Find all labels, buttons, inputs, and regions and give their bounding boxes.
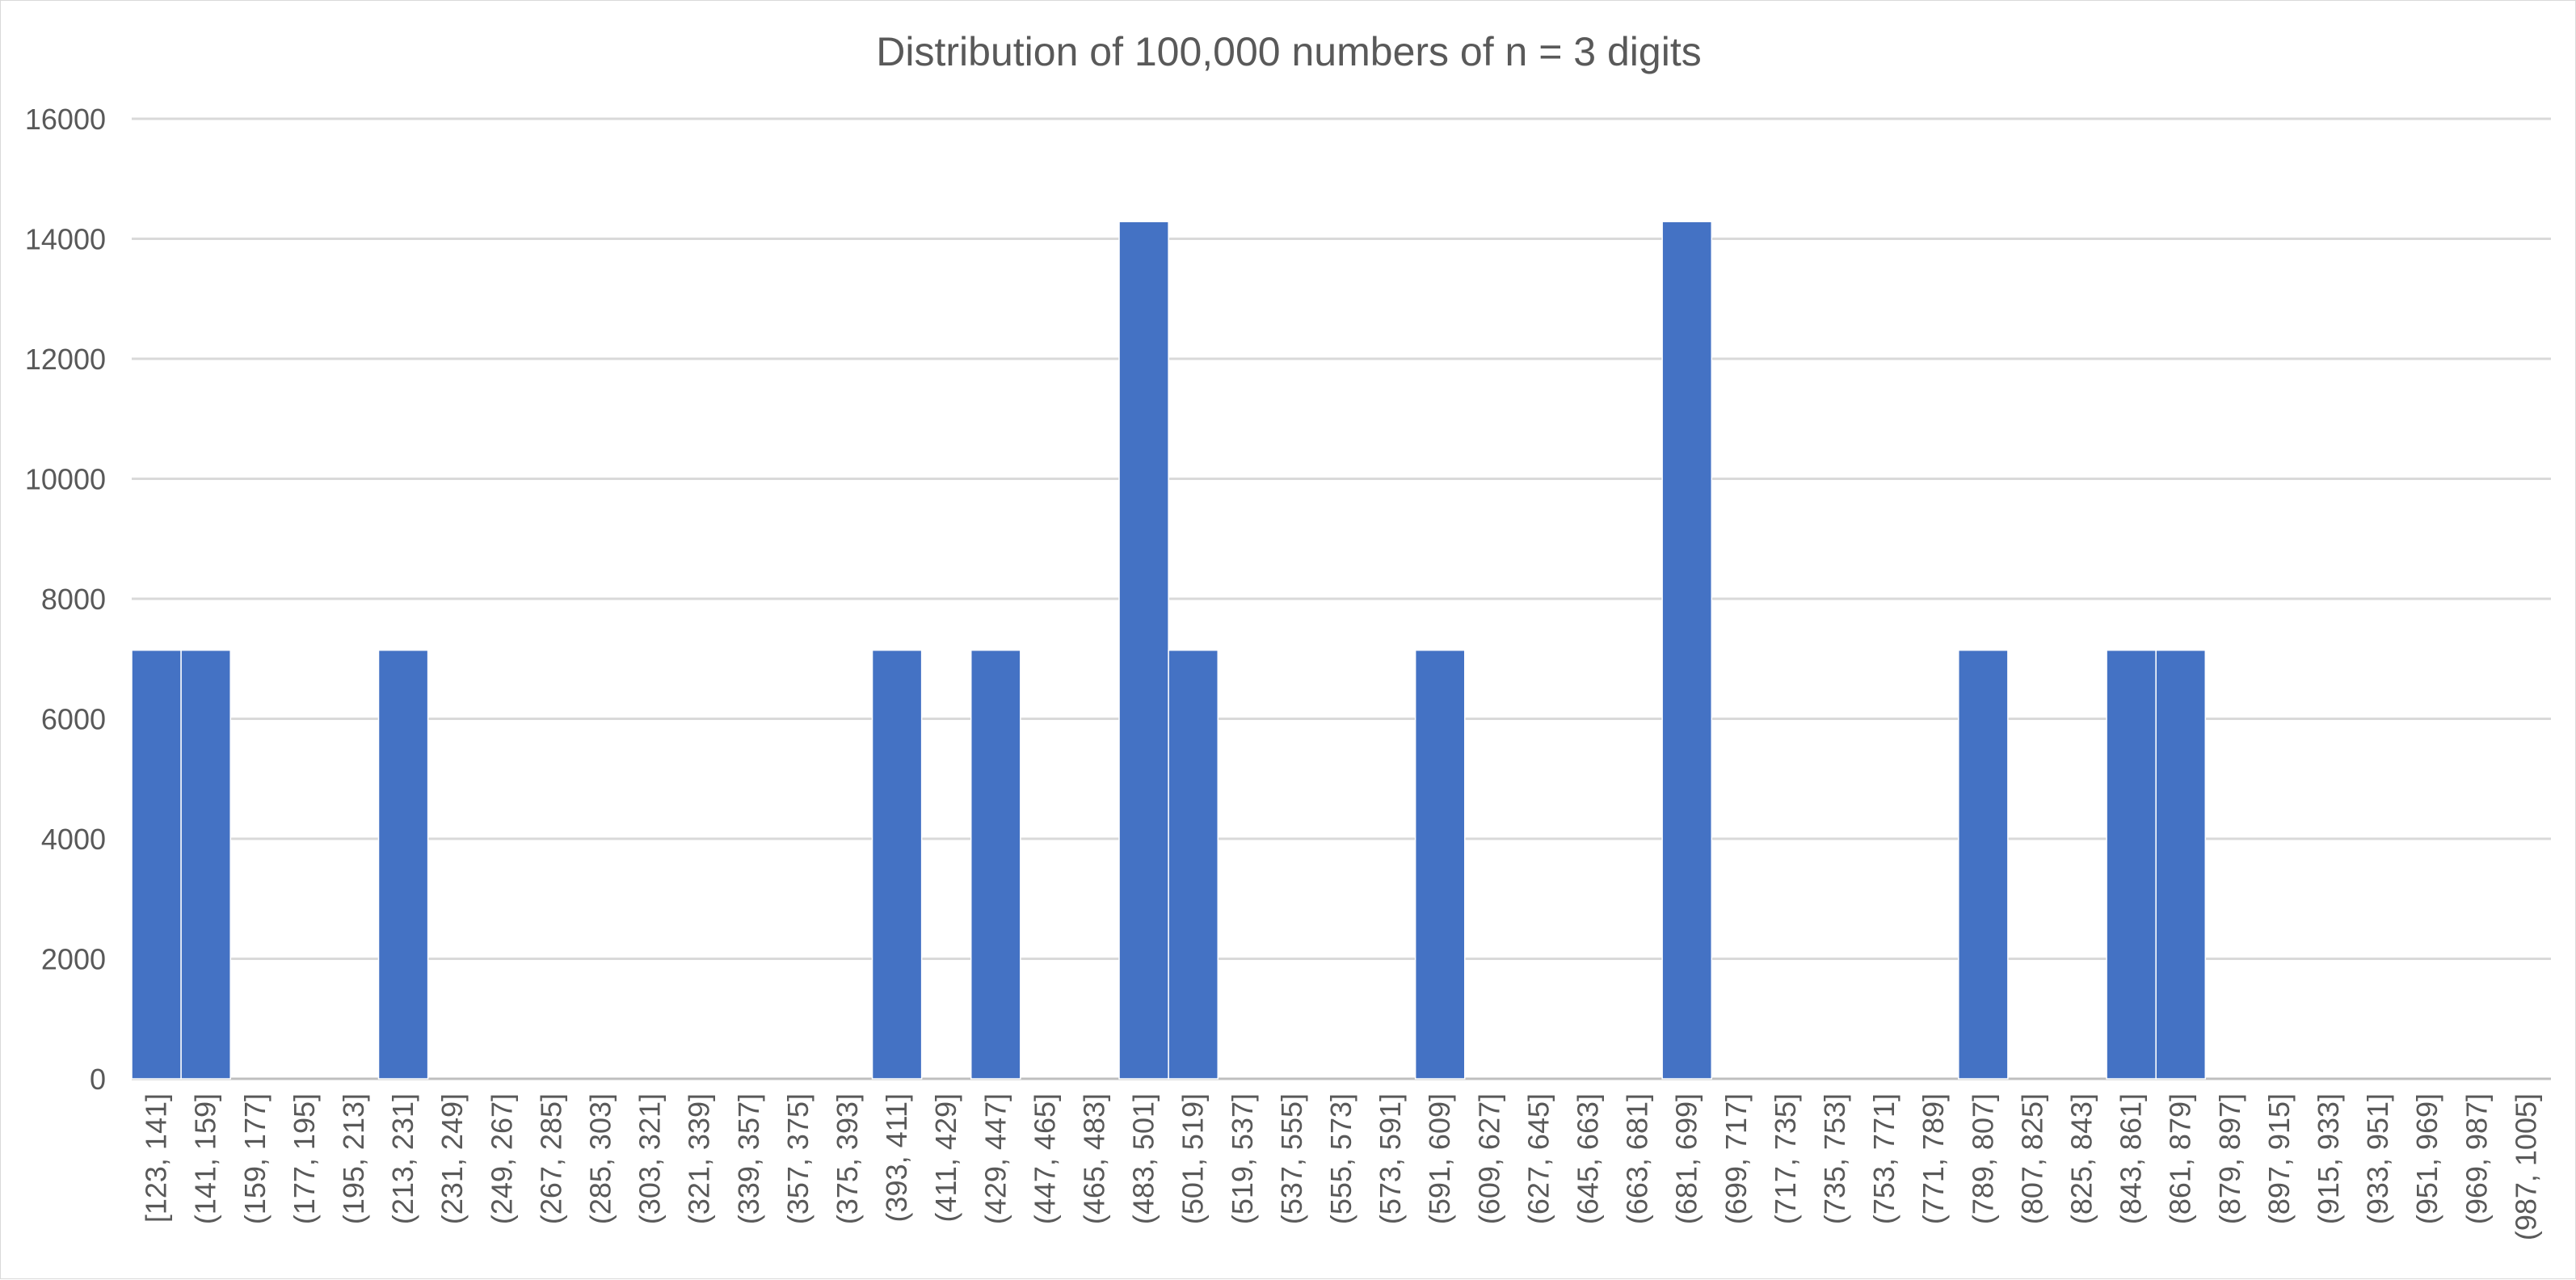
- x-tick-label: (537, 555]: [1275, 1093, 1308, 1224]
- y-tick-label: 14000: [25, 223, 106, 256]
- bar: [970, 649, 1021, 1080]
- x-tick-label: (735, 753]: [1818, 1093, 1851, 1224]
- x-tick-label: (609, 627]: [1472, 1093, 1505, 1224]
- bar: [2106, 649, 2157, 1080]
- x-tick-label: (267, 285]: [534, 1093, 567, 1224]
- x-tick-label: (411, 429]: [929, 1093, 962, 1222]
- y-tick-label: 2000: [41, 943, 106, 976]
- y-axis: 0 2000 4000 6000 8000 10000 12000 14000 16000: [25, 103, 106, 1096]
- x-tick-label: (177, 195]: [288, 1093, 321, 1224]
- x-tick-label: (339, 357]: [732, 1093, 765, 1224]
- x-tick-label: (807, 825]: [2015, 1093, 2048, 1224]
- x-tick-label: [123, 141]: [140, 1093, 173, 1223]
- x-tick-label: (753, 771]: [1867, 1093, 1900, 1224]
- y-tick-label: 4000: [41, 823, 106, 856]
- x-tick-label: (699, 717]: [1719, 1093, 1753, 1224]
- x-tick-label: (879, 897]: [2213, 1093, 2246, 1224]
- chart-title: Distribution of 100,000 numbers of n = 3…: [876, 29, 1701, 74]
- x-tick-label: (483, 501]: [1127, 1093, 1160, 1224]
- bar: [131, 649, 182, 1080]
- x-tick-label: (681, 699]: [1670, 1093, 1703, 1224]
- bar: [1118, 221, 1169, 1080]
- bar: [1958, 649, 2009, 1080]
- x-tick-label: (303, 321]: [633, 1093, 667, 1224]
- y-tick-label: 12000: [25, 343, 106, 376]
- x-tick-label: (771, 789]: [1917, 1093, 1950, 1224]
- x-tick-label: (825, 843]: [2065, 1093, 2098, 1224]
- x-tick-label: (627, 645]: [1522, 1093, 1555, 1224]
- bar: [871, 649, 923, 1080]
- x-tick-label: (519, 537]: [1226, 1093, 1259, 1224]
- x-tick-label: (195, 213]: [337, 1093, 370, 1224]
- x-tick-label: (393, 411]: [880, 1093, 913, 1222]
- x-tick-label: (591, 609]: [1423, 1093, 1456, 1224]
- x-tick-label: (573, 591]: [1374, 1093, 1407, 1224]
- bar: [1414, 649, 1466, 1080]
- x-tick-label: (897, 915]: [2262, 1093, 2296, 1224]
- bar: [180, 649, 231, 1080]
- x-tick-label: (141, 159]: [189, 1093, 222, 1224]
- x-tick-label: (231, 249]: [436, 1093, 469, 1224]
- x-tick-label: (249, 267]: [485, 1093, 518, 1224]
- y-tick-label: 10000: [25, 463, 106, 496]
- bars: [131, 221, 2207, 1080]
- x-axis: [123, 141] (141, 159] (159, 177] (177, 195]…: [140, 1093, 2543, 1240]
- x-tick-label: (357, 375]: [781, 1093, 814, 1224]
- bar: [1661, 221, 1713, 1080]
- x-tick-label: (951, 969]: [2410, 1093, 2443, 1224]
- bar: [2155, 649, 2207, 1080]
- y-tick-label: 8000: [41, 583, 106, 616]
- x-tick-label: (789, 807]: [1966, 1093, 1999, 1224]
- x-tick-label: (159, 177]: [238, 1093, 271, 1224]
- x-tick-label: (717, 735]: [1769, 1093, 1802, 1224]
- x-tick-label: (465, 483]: [1077, 1093, 1110, 1224]
- x-tick-label: (429, 447]: [979, 1093, 1012, 1224]
- x-tick-label: (645, 663]: [1572, 1093, 1605, 1224]
- x-tick-label: (375, 393]: [831, 1093, 864, 1224]
- y-tick-label: 6000: [41, 703, 106, 736]
- x-tick-label: (987, 1005]: [2509, 1093, 2542, 1240]
- y-tick-label: 16000: [25, 103, 106, 136]
- x-tick-label: (915, 933]: [2312, 1093, 2345, 1224]
- y-tick-label: 0: [90, 1063, 106, 1096]
- bar: [377, 649, 429, 1080]
- x-tick-label: (663, 681]: [1621, 1093, 1654, 1224]
- x-tick-label: (447, 465]: [1028, 1093, 1061, 1224]
- x-tick-label: (861, 879]: [2164, 1093, 2197, 1224]
- x-tick-label: (555, 573]: [1324, 1093, 1357, 1224]
- x-tick-label: (285, 303]: [583, 1093, 617, 1224]
- x-tick-label: (843, 861]: [2115, 1093, 2148, 1224]
- x-tick-label: (969, 987]: [2460, 1093, 2493, 1224]
- gridlines: [132, 117, 2551, 1080]
- x-tick-label: (213, 231]: [386, 1093, 419, 1224]
- bar: [1168, 649, 1219, 1080]
- x-tick-label: (321, 339]: [683, 1093, 716, 1224]
- x-tick-label: (501, 519]: [1176, 1093, 1210, 1224]
- x-tick-label: (933, 951]: [2361, 1093, 2394, 1224]
